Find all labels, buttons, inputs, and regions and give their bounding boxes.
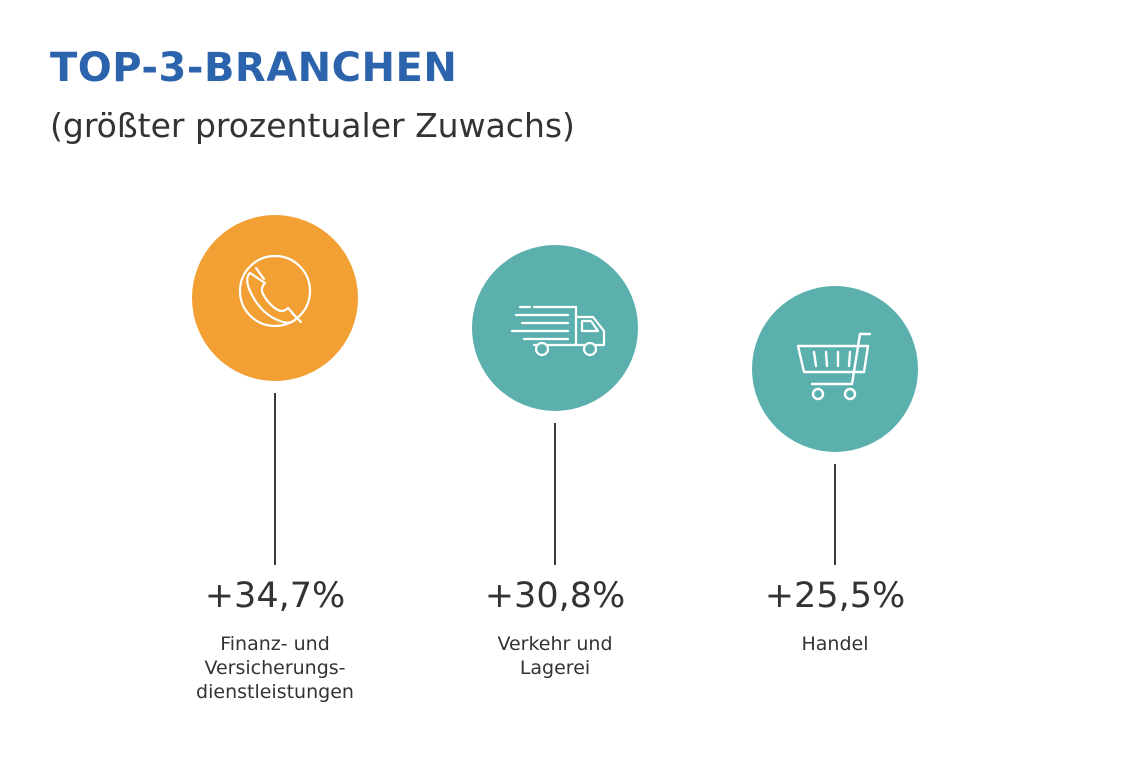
category-label-transport: Verkehr und Lagerei xyxy=(425,632,685,680)
chart-subtitle: (größter prozentualer Zuwachs) xyxy=(50,106,575,145)
category-label-trade: Handel xyxy=(705,632,965,656)
truck-icon xyxy=(510,305,606,357)
bar-marker-finance xyxy=(192,215,358,381)
category-label-line: Versicherungs- xyxy=(204,657,346,679)
value-label-trade: +25,5% xyxy=(764,576,906,616)
chart-title: TOP-3-BRANCHEN xyxy=(50,45,458,91)
value-label-transport: +30,8% xyxy=(484,576,626,616)
bar-marker-trade xyxy=(752,286,918,452)
category-label-line: dienstleistungen xyxy=(196,681,354,703)
phone-icon xyxy=(238,254,312,328)
value-stem-transport xyxy=(554,423,556,565)
category-label-line: Lagerei xyxy=(519,657,591,679)
category-label-line: Handel xyxy=(801,633,869,655)
shopping-cart-icon xyxy=(796,332,872,401)
value-stem-trade xyxy=(834,464,836,565)
category-label-line: Verkehr und xyxy=(497,633,613,655)
bar-marker-transport xyxy=(472,245,638,412)
category-label-line: Finanz- und xyxy=(220,633,330,655)
value-label-finance: +34,7% xyxy=(204,576,346,616)
value-stem-finance xyxy=(274,393,276,565)
category-label-finance: Finanz- und Versicherungs- dienstleistun… xyxy=(145,632,405,704)
